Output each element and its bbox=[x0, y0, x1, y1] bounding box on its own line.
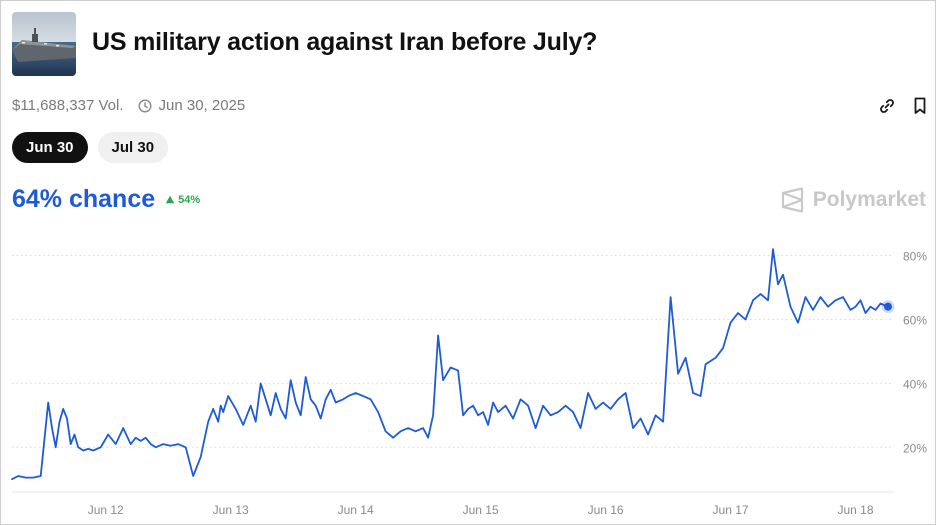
series-line bbox=[11, 248, 889, 481]
chart-axes: 20% 40% 60% 80% Jun 12 Jun 13 Jun 14 Jun 15 Jun … bbox=[12, 250, 927, 517]
date-tabs: Jun 30 Jul 30 bbox=[12, 132, 169, 163]
tab-jun-30[interactable]: Jun 30 bbox=[12, 132, 88, 163]
x-tick-label: Jun 18 bbox=[837, 503, 873, 517]
x-tick-label: Jun 12 bbox=[88, 503, 124, 517]
polymarket-logo: Polymarket bbox=[781, 187, 926, 213]
chance-delta: 54% bbox=[165, 194, 200, 206]
chance-summary: 64% chance 54% bbox=[12, 185, 200, 214]
brand-name: Polymarket bbox=[812, 188, 926, 211]
y-tick-label: 40% bbox=[903, 377, 927, 391]
chance-delta-value: 54% bbox=[178, 193, 201, 206]
tab-jul-30[interactable]: Jul 30 bbox=[97, 132, 169, 163]
market-meta: $11,688,337 Vol. Jun 30, 2025 bbox=[12, 97, 245, 114]
end-date-text: Jun 30, 2025 bbox=[158, 97, 246, 114]
x-tick-label: Jun 17 bbox=[713, 503, 749, 517]
link-icon[interactable] bbox=[877, 96, 897, 116]
x-tick-label: Jun 13 bbox=[213, 503, 249, 517]
x-tick-label: Jun 14 bbox=[338, 503, 374, 517]
market-thumbnail[interactable] bbox=[12, 12, 76, 76]
price-chart[interactable]: 20% 40% 60% 80% Jun 12 Jun 13 Jun 14 Jun 15 Jun … bbox=[0, 230, 934, 523]
x-tick-label: Jun 15 bbox=[463, 503, 499, 517]
triangle-up-icon bbox=[165, 195, 175, 204]
volume-text: $11,688,337 Vol. bbox=[12, 97, 124, 114]
x-tick-label: Jun 16 bbox=[588, 503, 624, 517]
bookmark-icon[interactable] bbox=[910, 96, 930, 116]
y-tick-label: 80% bbox=[903, 250, 927, 264]
y-tick-label: 20% bbox=[903, 441, 927, 455]
polymarket-logo-icon bbox=[781, 187, 803, 213]
y-tick-label: 60% bbox=[903, 313, 927, 327]
grid-lines bbox=[12, 255, 893, 448]
chart-series bbox=[11, 248, 895, 481]
chance-value: 64% chance bbox=[12, 185, 156, 213]
aircraft-carrier-image bbox=[12, 12, 76, 76]
market-title: US military action against Iran before J… bbox=[92, 28, 598, 56]
clock-icon bbox=[137, 98, 152, 113]
last-point-marker bbox=[884, 302, 893, 311]
